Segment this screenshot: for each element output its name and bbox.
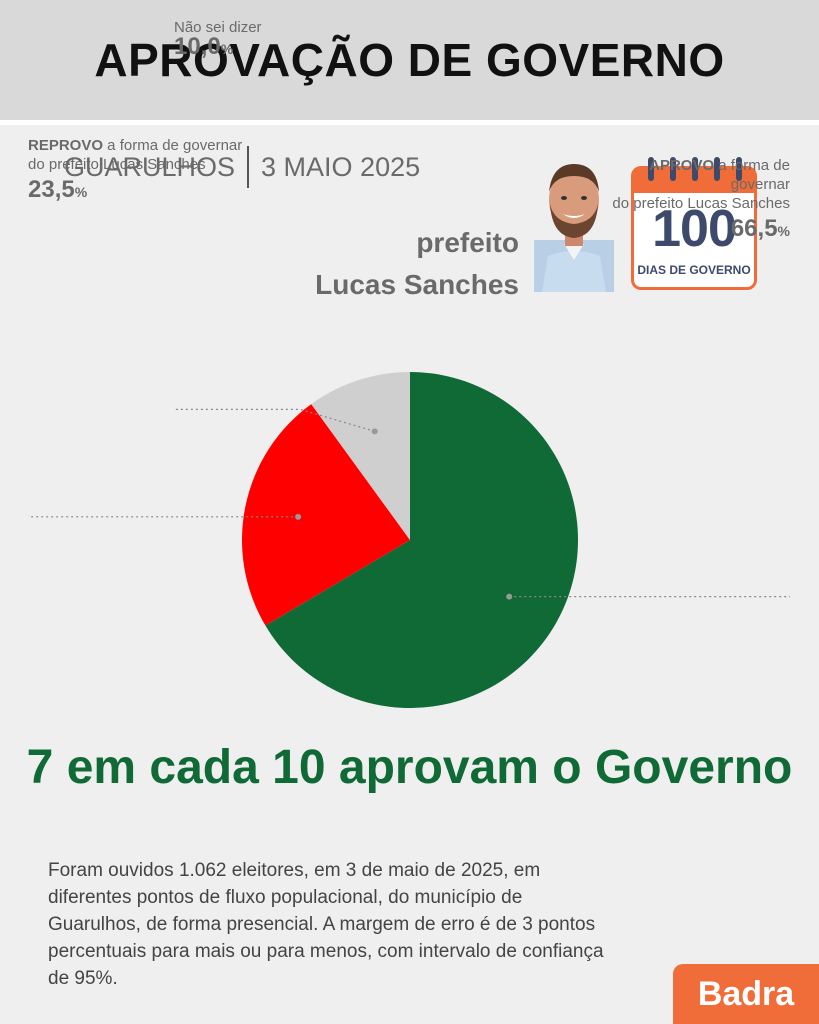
leader-dot	[506, 593, 513, 600]
calendar-icon: 100 DIAS DE GOVERNO	[631, 157, 757, 290]
calendar-ring	[692, 157, 698, 181]
page-title: APROVAÇÃO DE GOVERNO	[94, 34, 725, 86]
slice-unit: %	[220, 41, 234, 57]
pie-chart	[28, 372, 790, 708]
calendar-caption: DIAS DE GOVERNO	[637, 263, 751, 277]
header-divider	[0, 120, 819, 125]
slice-value: 23,5%	[28, 176, 88, 203]
calendar-ring	[736, 157, 742, 181]
subtitle-divider	[247, 146, 250, 188]
slice-label-line: APROVO a forma de governar	[649, 157, 790, 193]
label-aprovo: APROVO a forma de governar do prefeito Lu…	[604, 156, 790, 241]
leader-dot	[371, 428, 378, 435]
brand-logo: Badra	[673, 964, 819, 1024]
slice-value: 66,5%	[730, 215, 790, 242]
headline: 7 em cada 10 aprovam o Governo	[26, 741, 793, 794]
slice-unit: %	[74, 184, 88, 200]
subtitle: GUARULHOS 3 MAIO 2025	[64, 146, 420, 188]
header-bar: APROVAÇÃO DE GOVERNO	[0, 0, 819, 120]
calendar-ring	[648, 157, 654, 181]
pie-slice	[265, 372, 578, 708]
slice-label-line: do prefeito Lucas Sanches	[28, 156, 206, 173]
slice-label-line: REPROVO a forma de governar	[28, 137, 243, 154]
pie-slice	[242, 404, 410, 626]
mayor-label: prefeito Lucas Sanches	[315, 222, 519, 306]
label-nao-sei: Não sei dizer 10,0%	[174, 18, 314, 59]
pie-slice	[311, 372, 410, 540]
label-reprovo: REPROVO a forma de governar do prefeito L…	[28, 136, 248, 202]
methodology-note: Foram ouvidos 1.062 eleitores, em 3 de m…	[48, 860, 604, 989]
slice-label-line: Não sei dizer	[174, 19, 262, 36]
slice-label-line: do prefeito Lucas Sanches	[612, 195, 790, 212]
mayor-avatar	[534, 164, 614, 292]
mayor-name: Lucas Sanches	[315, 269, 519, 300]
slice-label-strong: REPROVO	[28, 137, 104, 154]
date-label: 3 MAIO 2025	[261, 151, 421, 182]
mayor-prefix: prefeito	[416, 227, 519, 258]
slice-value: 10,0%	[174, 33, 234, 60]
slice-label-strong: APROVO	[649, 157, 715, 174]
leader-line	[174, 408, 375, 432]
leader-dot	[295, 513, 302, 520]
slice-unit: %	[777, 223, 790, 239]
calendar-ring	[714, 157, 720, 181]
city-label: GUARULHOS	[64, 151, 236, 182]
calendar-ring	[670, 157, 676, 181]
calendar-number: 100	[652, 200, 737, 258]
